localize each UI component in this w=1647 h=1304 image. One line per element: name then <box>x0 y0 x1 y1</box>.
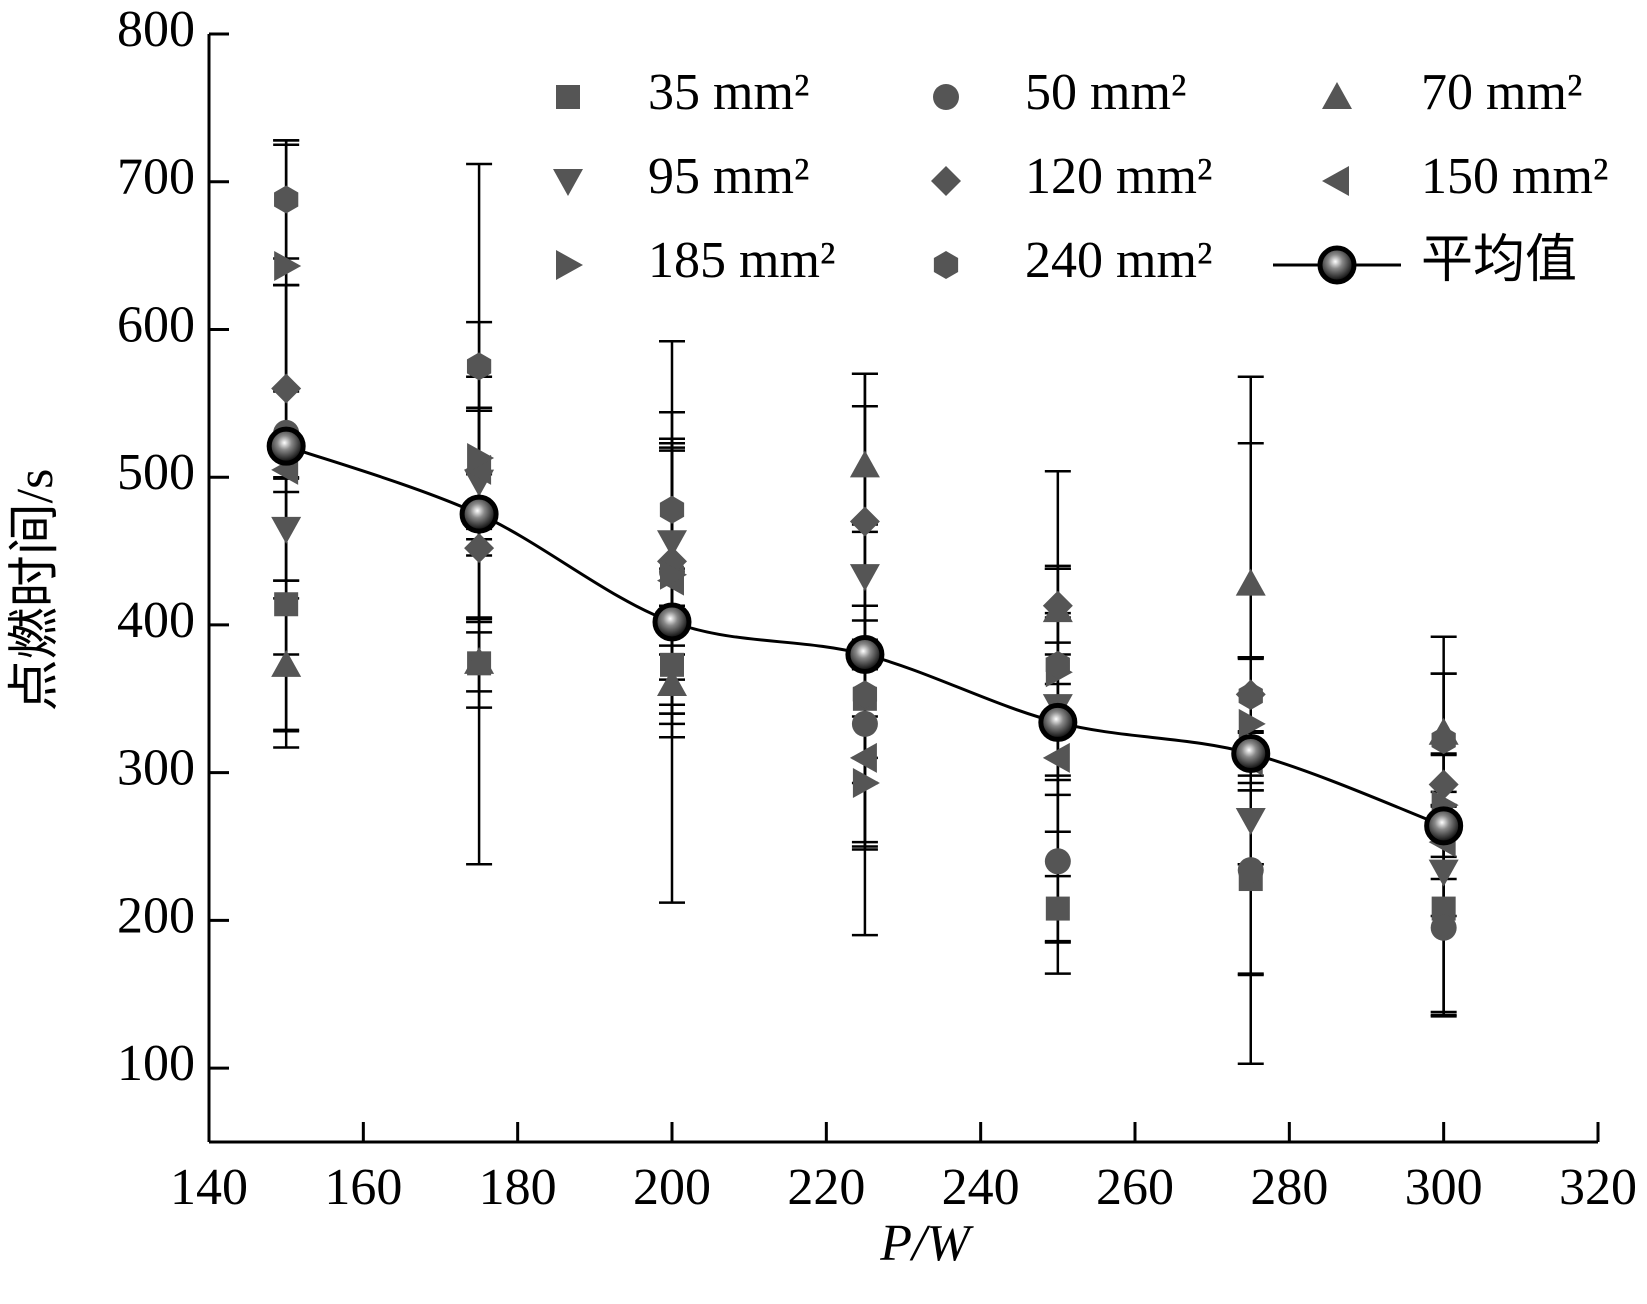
marker <box>271 373 302 404</box>
marker <box>659 495 685 524</box>
marker <box>1235 807 1266 835</box>
legend-label: 35 mm² <box>648 64 809 121</box>
marker <box>849 506 880 537</box>
marker <box>1428 769 1459 800</box>
marker <box>657 669 687 697</box>
marker <box>849 742 877 773</box>
y-tick-label: 600 <box>117 296 195 353</box>
legend-label: 185 mm² <box>648 232 835 289</box>
marker <box>1235 568 1266 596</box>
marker <box>274 185 299 214</box>
x-tick-label: 160 <box>324 1159 402 1216</box>
y-tick-label: 800 <box>117 1 195 58</box>
marker <box>1045 650 1070 679</box>
y-tick-label: 300 <box>117 740 195 797</box>
marker <box>1237 857 1264 884</box>
y-tick-label: 700 <box>117 149 195 206</box>
x-tick-label: 260 <box>1096 1159 1174 1216</box>
legend-label: 50 mm² <box>1025 64 1186 121</box>
marker <box>1044 848 1071 875</box>
marker <box>1428 859 1459 887</box>
marker <box>1238 708 1266 739</box>
legend-label: 120 mm² <box>1025 148 1212 205</box>
marker <box>467 442 495 473</box>
legend-label: 240 mm² <box>1025 232 1212 289</box>
x-tick-label: 320 <box>1559 1159 1637 1216</box>
marker <box>274 250 302 281</box>
marker <box>1038 702 1078 742</box>
marker <box>657 530 687 558</box>
marker <box>1424 806 1464 846</box>
marker <box>1042 590 1073 621</box>
marker <box>851 710 878 737</box>
marker <box>271 649 302 677</box>
marker <box>1430 914 1457 941</box>
marker <box>1431 726 1456 755</box>
legend-marker <box>1317 245 1357 285</box>
marker <box>1231 733 1271 773</box>
y-axis-label: 点燃时间/s <box>7 469 64 712</box>
marker <box>266 426 306 466</box>
x-tick-label: 220 <box>787 1159 865 1216</box>
x-tick-label: 280 <box>1250 1159 1328 1216</box>
x-tick-label: 140 <box>170 1159 248 1216</box>
marker <box>845 634 885 674</box>
marker <box>849 564 880 592</box>
marker <box>849 450 880 478</box>
marker <box>274 592 299 617</box>
legend-marker <box>553 169 583 196</box>
legend-marker <box>556 85 580 109</box>
marker <box>660 559 687 590</box>
marker <box>466 352 492 381</box>
marker <box>1238 681 1263 710</box>
marker <box>852 768 880 799</box>
legend-label: 95 mm² <box>648 148 809 205</box>
legend-marker <box>1322 166 1349 196</box>
legend-marker <box>933 84 959 110</box>
y-tick-label: 500 <box>117 444 195 501</box>
x-axis-label: P/W <box>879 1215 974 1272</box>
y-tick-label: 200 <box>117 887 195 944</box>
y-tick-label: 100 <box>117 1035 195 1092</box>
marker <box>852 680 878 709</box>
legend-label: 平均值 <box>1421 232 1577 289</box>
marker <box>464 533 495 564</box>
marker <box>464 646 495 674</box>
legend-label: 70 mm² <box>1421 64 1582 121</box>
legend-marker <box>933 251 959 279</box>
marker <box>1042 742 1070 773</box>
marker <box>652 602 692 642</box>
x-tick-label: 200 <box>633 1159 711 1216</box>
legend-marker <box>1322 82 1352 109</box>
marker <box>459 494 499 534</box>
x-tick-label: 300 <box>1405 1159 1483 1216</box>
marker <box>1045 896 1070 921</box>
legend-marker <box>931 166 961 196</box>
x-tick-label: 180 <box>479 1159 557 1216</box>
marker <box>271 516 302 544</box>
y-tick-label: 400 <box>117 592 195 649</box>
legend-marker <box>556 250 583 280</box>
x-tick-label: 240 <box>942 1159 1020 1216</box>
legend-label: 150 mm² <box>1421 148 1608 205</box>
